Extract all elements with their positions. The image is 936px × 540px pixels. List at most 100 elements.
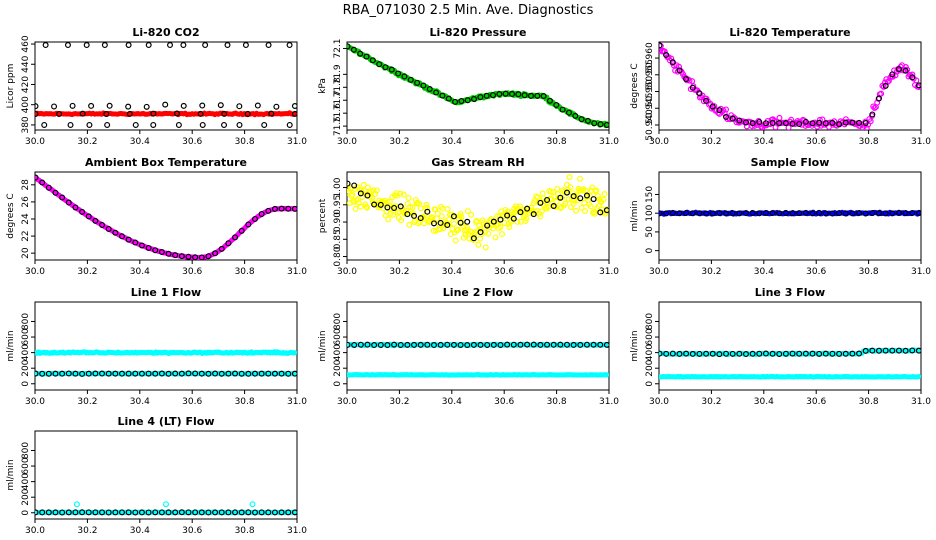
data-point <box>716 351 723 358</box>
y-tick-label: 200 <box>333 359 343 376</box>
data-point <box>789 350 796 357</box>
data-point <box>597 341 604 348</box>
data-point <box>56 110 63 117</box>
chart-title: Ambient Box Temperature <box>85 156 247 169</box>
data-point <box>509 214 516 221</box>
data-point <box>862 120 869 127</box>
data-point <box>669 59 676 66</box>
y-axis-label: ml/min <box>318 330 328 361</box>
data-point <box>99 221 106 228</box>
data-point <box>420 82 427 89</box>
data-point <box>490 92 497 99</box>
data-point <box>729 350 736 357</box>
data-point <box>125 509 132 516</box>
data-point <box>99 370 106 377</box>
series-avg <box>35 370 297 377</box>
x-tick-label: 30.2 <box>389 137 409 147</box>
data-point <box>875 95 882 102</box>
x-tick-label: 30.4 <box>754 137 774 147</box>
y-tick-label: 400 <box>333 344 343 361</box>
series-avg <box>659 347 921 358</box>
data-layer <box>35 42 297 128</box>
data-point <box>92 509 99 516</box>
data-point <box>138 242 145 249</box>
data-point <box>397 190 404 197</box>
data-point <box>603 207 609 214</box>
data-point <box>591 120 598 127</box>
data-point <box>254 102 261 109</box>
y-tick-label: 150 <box>645 186 655 203</box>
x-tick-label: 30.2 <box>77 526 97 536</box>
x-tick-label: 30.0 <box>25 397 45 407</box>
data-point <box>749 120 756 127</box>
data-point <box>411 341 418 348</box>
x-tick-label: 30.8 <box>235 397 255 407</box>
data-point <box>856 350 863 357</box>
data-point <box>775 120 782 127</box>
data-point <box>45 370 52 377</box>
data-point <box>902 209 909 216</box>
data-point <box>165 509 172 516</box>
data-point <box>856 119 863 126</box>
data-point <box>524 205 531 212</box>
data-point <box>816 119 823 126</box>
x-tick-label: 31.0 <box>911 267 931 277</box>
y-tick-label: 50.950 <box>645 76 655 108</box>
y-tick-label: 71.8 <box>333 77 343 97</box>
data-point <box>849 119 856 126</box>
x-tick-label: 30.4 <box>130 267 150 277</box>
y-tick-label: 380 <box>21 116 31 133</box>
data-point <box>401 73 408 80</box>
data-point <box>261 121 268 128</box>
data-point <box>45 184 52 191</box>
y-tick-label: 420 <box>21 76 31 93</box>
data-point <box>729 115 736 122</box>
data-point <box>497 341 504 348</box>
data-point <box>232 370 239 377</box>
x-tick-label: 30.2 <box>389 267 409 277</box>
data-point <box>409 204 416 211</box>
data-point <box>35 370 39 377</box>
data-point <box>369 57 376 64</box>
data-point <box>689 350 696 357</box>
data-point <box>789 210 796 217</box>
data-point <box>670 62 677 69</box>
series-raw-high <box>35 349 297 357</box>
data-point <box>382 64 389 71</box>
data-point <box>391 204 398 211</box>
data-point <box>663 350 670 357</box>
chart-title: Sample Flow <box>751 156 830 169</box>
data-point <box>88 102 95 109</box>
x-tick-label: 30.8 <box>547 397 567 407</box>
data-point <box>236 121 243 128</box>
x-tick-label: 30.6 <box>182 267 202 277</box>
series-raw-low <box>347 371 609 378</box>
x-tick-label: 31.0 <box>599 137 619 147</box>
data-point <box>271 370 278 377</box>
data-point <box>152 509 159 516</box>
x-tick-label: 30.6 <box>806 397 826 407</box>
data-point <box>902 67 909 74</box>
data-point <box>417 215 424 222</box>
data-point <box>72 370 79 377</box>
data-point <box>393 190 400 197</box>
series-avg <box>347 43 609 128</box>
data-layer <box>659 347 921 380</box>
data-point <box>457 219 464 226</box>
data-point <box>118 370 125 377</box>
chart-title: Li-820 CO2 <box>132 26 199 39</box>
x-tick-label: 30.0 <box>25 137 45 147</box>
data-point <box>364 204 371 211</box>
data-point <box>875 210 882 217</box>
data-point <box>676 350 683 357</box>
data-point <box>473 217 480 224</box>
data-point <box>809 210 816 217</box>
y-tick-label: 0 <box>21 381 31 387</box>
data-point <box>73 501 80 508</box>
data-point <box>842 119 849 126</box>
data-point <box>554 185 561 192</box>
data-point <box>450 214 457 221</box>
data-point <box>882 210 889 217</box>
data-point <box>583 192 590 199</box>
data-point <box>782 210 789 217</box>
